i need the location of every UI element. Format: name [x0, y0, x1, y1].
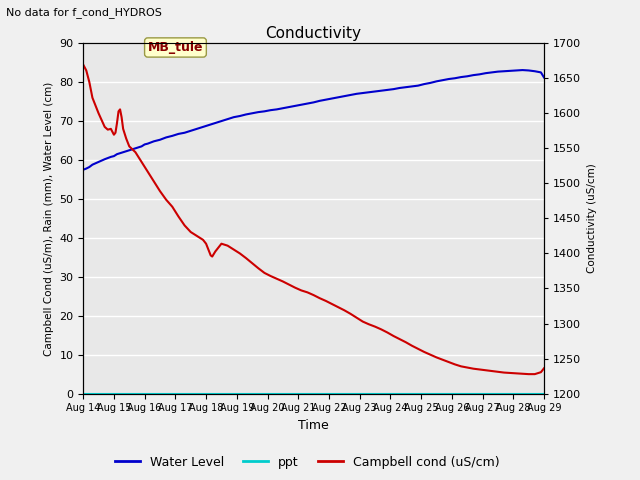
Title: Conductivity: Conductivity: [266, 25, 362, 41]
X-axis label: Time: Time: [298, 419, 329, 432]
Y-axis label: Campbell Cond (uS/m), Rain (mm), Water Level (cm): Campbell Cond (uS/m), Rain (mm), Water L…: [44, 81, 54, 356]
Text: MB_tule: MB_tule: [148, 41, 204, 54]
Legend: Water Level, ppt, Campbell cond (uS/cm): Water Level, ppt, Campbell cond (uS/cm): [110, 451, 504, 474]
Text: No data for f_cond_HYDROS: No data for f_cond_HYDROS: [6, 7, 163, 18]
Y-axis label: Conductivity (uS/cm): Conductivity (uS/cm): [587, 164, 596, 273]
